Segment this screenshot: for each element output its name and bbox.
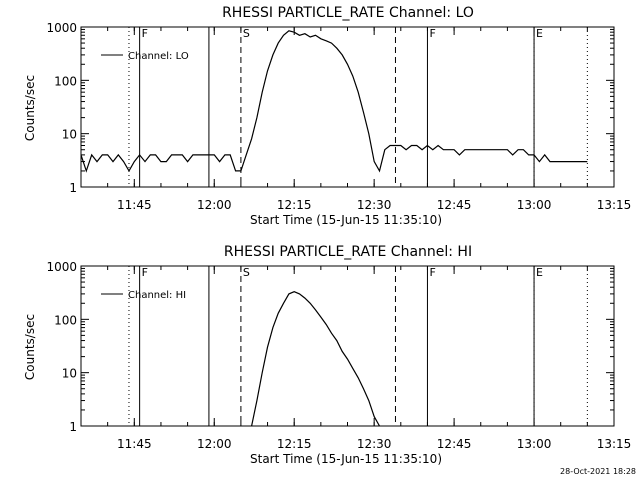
- event-marker-label: F: [142, 27, 148, 40]
- panel-lo: RHESSI PARTICLE_RATE Channel: LO Counts/…: [23, 5, 631, 227]
- event-marker-label: F: [142, 266, 148, 279]
- y-axis-label-lo: Counts/sec: [23, 75, 37, 141]
- series-line: [80, 30, 588, 173]
- y-axis-label-hi: Counts/sec: [23, 314, 37, 380]
- chart-title-lo: RHESSI PARTICLE_RATE Channel: LO: [222, 5, 474, 21]
- x-tick-label: 12:00: [197, 437, 232, 451]
- x-tick-label: 13:00: [517, 198, 552, 212]
- x-tick-label: 12:30: [357, 437, 392, 451]
- series-line: [251, 291, 381, 427]
- footer-timestamp: 28-Oct-2021 18:28: [560, 467, 636, 476]
- event-marker-label: S: [243, 27, 250, 40]
- x-tick-label: 12:00: [197, 198, 232, 212]
- x-tick-label: 11:45: [117, 437, 152, 451]
- panel-hi: RHESSI PARTICLE_RATE Channel: HI Counts/…: [23, 244, 631, 466]
- plot-area-lo: 1 10 100 1000 11:45 12:00 12:15 12:30 12:45 13:00…: [46, 21, 631, 212]
- y-tick-label: 100: [54, 313, 77, 327]
- x-tick-label: 11:45: [117, 198, 152, 212]
- x-tick-label: 13:00: [517, 437, 552, 451]
- x-tick-label: 12:15: [277, 198, 312, 212]
- y-tick-label: 1000: [46, 21, 77, 35]
- y-tick-label: 100: [54, 74, 77, 88]
- y-tick-label: 1: [69, 181, 77, 195]
- y-tick-label: 1: [69, 420, 77, 434]
- event-marker-label: E: [536, 27, 543, 40]
- event-marker-label: E: [536, 266, 543, 279]
- x-tick-label: 13:15: [597, 437, 632, 451]
- event-marker-label: F: [429, 266, 435, 279]
- x-tick-label: 12:45: [437, 198, 472, 212]
- y-tick-label: 1000: [46, 260, 77, 274]
- y-tick-label: 10: [62, 367, 77, 381]
- event-marker-label: S: [243, 266, 250, 279]
- x-axis-label-lo: Start Time (15-Jun-15 11:35:10): [250, 213, 442, 227]
- x-axis-label-hi: Start Time (15-Jun-15 11:35:10): [250, 452, 442, 466]
- x-tick-label: 12:15: [277, 437, 312, 451]
- legend-label: Channel: HI: [128, 290, 186, 301]
- legend-label: Channel: LO: [128, 51, 189, 62]
- x-tick-label: 12:45: [437, 437, 472, 451]
- chart-title-hi: RHESSI PARTICLE_RATE Channel: HI: [224, 244, 472, 260]
- plot-area-hi: 1 10 100 1000 11:45 12:00 12:15 12:30 12:45 13:00…: [46, 260, 631, 451]
- event-marker-label: F: [429, 27, 435, 40]
- x-tick-label: 12:30: [357, 198, 392, 212]
- y-tick-label: 10: [62, 128, 77, 142]
- x-tick-label: 13:15: [597, 198, 632, 212]
